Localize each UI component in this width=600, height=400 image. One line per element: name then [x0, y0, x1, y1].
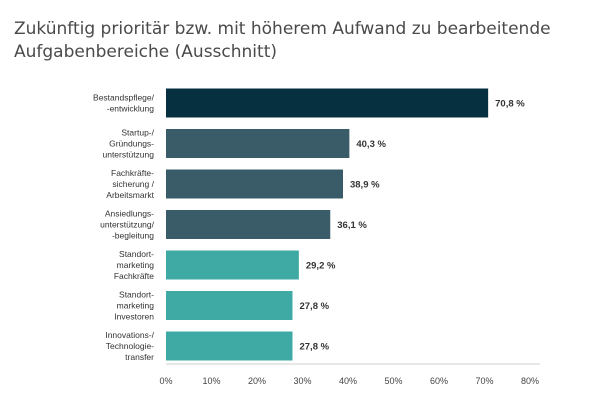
value-labels: 70,8 % 40,3 % 38,9 % 36,1 % 29,2 % 27,8 % 27,8…	[299, 99, 525, 353]
tick-label-2: 20%	[248, 376, 266, 386]
category-label-1: Startup-/Gründungs-unterstützung	[102, 128, 154, 160]
bar-2	[166, 169, 343, 199]
tick-label-8: 80%	[521, 376, 539, 386]
tick-label-3: 30%	[293, 376, 311, 386]
tick-label-0: 0%	[159, 376, 172, 386]
bar-1	[166, 129, 350, 158]
category-label-4: Standort-marketing Fachkräfte	[114, 249, 154, 281]
tick-label-4: 40%	[339, 376, 357, 386]
bar-3	[166, 210, 331, 239]
bar-4	[166, 250, 299, 280]
value-label-4: 29,2 %	[306, 261, 336, 272]
bar-0	[166, 88, 489, 118]
tick-label-1: 10%	[202, 376, 220, 386]
category-label-2: Fachkräfte-sicherung / Arbeitsmarkt	[106, 168, 154, 200]
value-label-3: 36,1 %	[337, 220, 367, 231]
category-label-3: Ansiedlungs-unterstützung/-begleitung	[100, 209, 155, 241]
value-label-6: 27,8 %	[299, 342, 329, 353]
value-label-0: 70,8 %	[495, 99, 525, 110]
category-labels: Bestandspflege/-entwicklung Startup-/Grün…	[93, 93, 155, 363]
tick-label-7: 70%	[475, 376, 493, 386]
bars	[166, 88, 489, 361]
category-label-6: Innovations-/Technologie-transfer	[105, 330, 154, 362]
value-label-1: 40,3 %	[356, 139, 386, 150]
value-label-2: 38,9 %	[350, 180, 380, 191]
x-axis-ticks: 0% 10% 20% 30% 40% 50% 60% 70% 80%	[159, 376, 539, 386]
value-label-5: 27,8 %	[299, 301, 329, 312]
tick-label-6: 60%	[430, 376, 448, 386]
category-label-5: Standort-marketing Investoren	[114, 290, 154, 322]
chart-title: Zukünftig prioritär bzw. mit höherem Auf…	[14, 19, 551, 62]
tick-label-5: 50%	[384, 376, 402, 386]
bar-5	[166, 291, 293, 320]
category-label-0: Bestandspflege/-entwicklung	[93, 93, 155, 114]
bar-6	[166, 331, 293, 361]
